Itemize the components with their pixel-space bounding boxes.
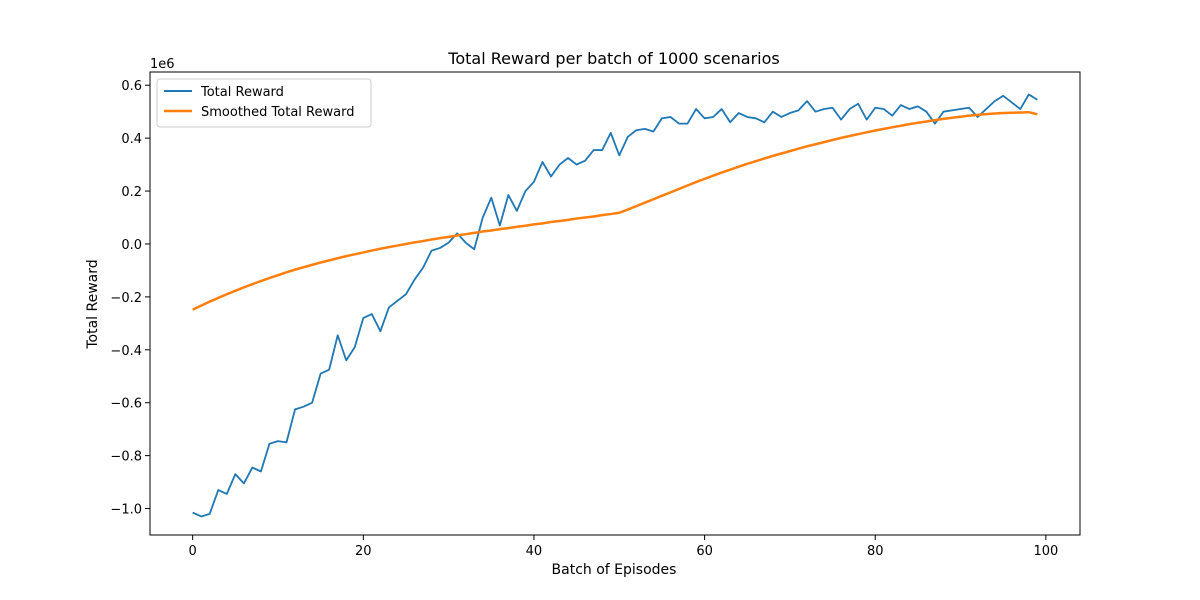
y-tick-label: −0.4: [110, 344, 142, 359]
y-tick-label: 0.2: [121, 185, 142, 200]
y-tick-label: 0.4: [121, 132, 142, 147]
chart-title: Total Reward per batch of 1000 scenarios: [447, 49, 779, 68]
x-tick-label: 0: [189, 544, 197, 559]
y-tick-label: 0.0: [121, 238, 142, 253]
x-tick-label: 60: [696, 544, 713, 559]
y-tick-label: −0.8: [110, 450, 142, 465]
x-tick-label: 100: [1033, 544, 1058, 559]
legend-label-total-reward: Total Reward: [200, 85, 284, 100]
series-group: [192, 93, 1038, 518]
x-tick-label: 20: [355, 544, 372, 559]
y-tick-label: 0.6: [121, 79, 142, 94]
axes-frame: [149, 71, 1081, 536]
legend-box: [156, 78, 372, 128]
y-tick-label: −0.2: [110, 291, 142, 306]
series-line-total-reward: [192, 93, 1038, 518]
x-axis-label: Batch of Episodes: [552, 562, 677, 578]
series-line-smoothed-total-reward: [192, 110, 1038, 311]
y-axis-scale-label: 1e6: [150, 57, 175, 72]
y-tick-label: −1.0: [110, 503, 142, 518]
axes-group: 0 20 40 60 80 100 −1.0 −0.8 −0.6 −0.4 −0.2 0.0 0.2 0.…: [110, 71, 1081, 559]
legend-label-smoothed-total-reward: Smoothed Total Reward: [201, 105, 354, 120]
x-tick-label: 40: [526, 544, 543, 559]
x-tick-label: 80: [867, 544, 884, 559]
y-axis-label: Total Reward: [85, 259, 101, 349]
legend: Total Reward Smoothed Total Reward: [156, 78, 372, 128]
y-tick-label: −0.6: [110, 397, 142, 412]
